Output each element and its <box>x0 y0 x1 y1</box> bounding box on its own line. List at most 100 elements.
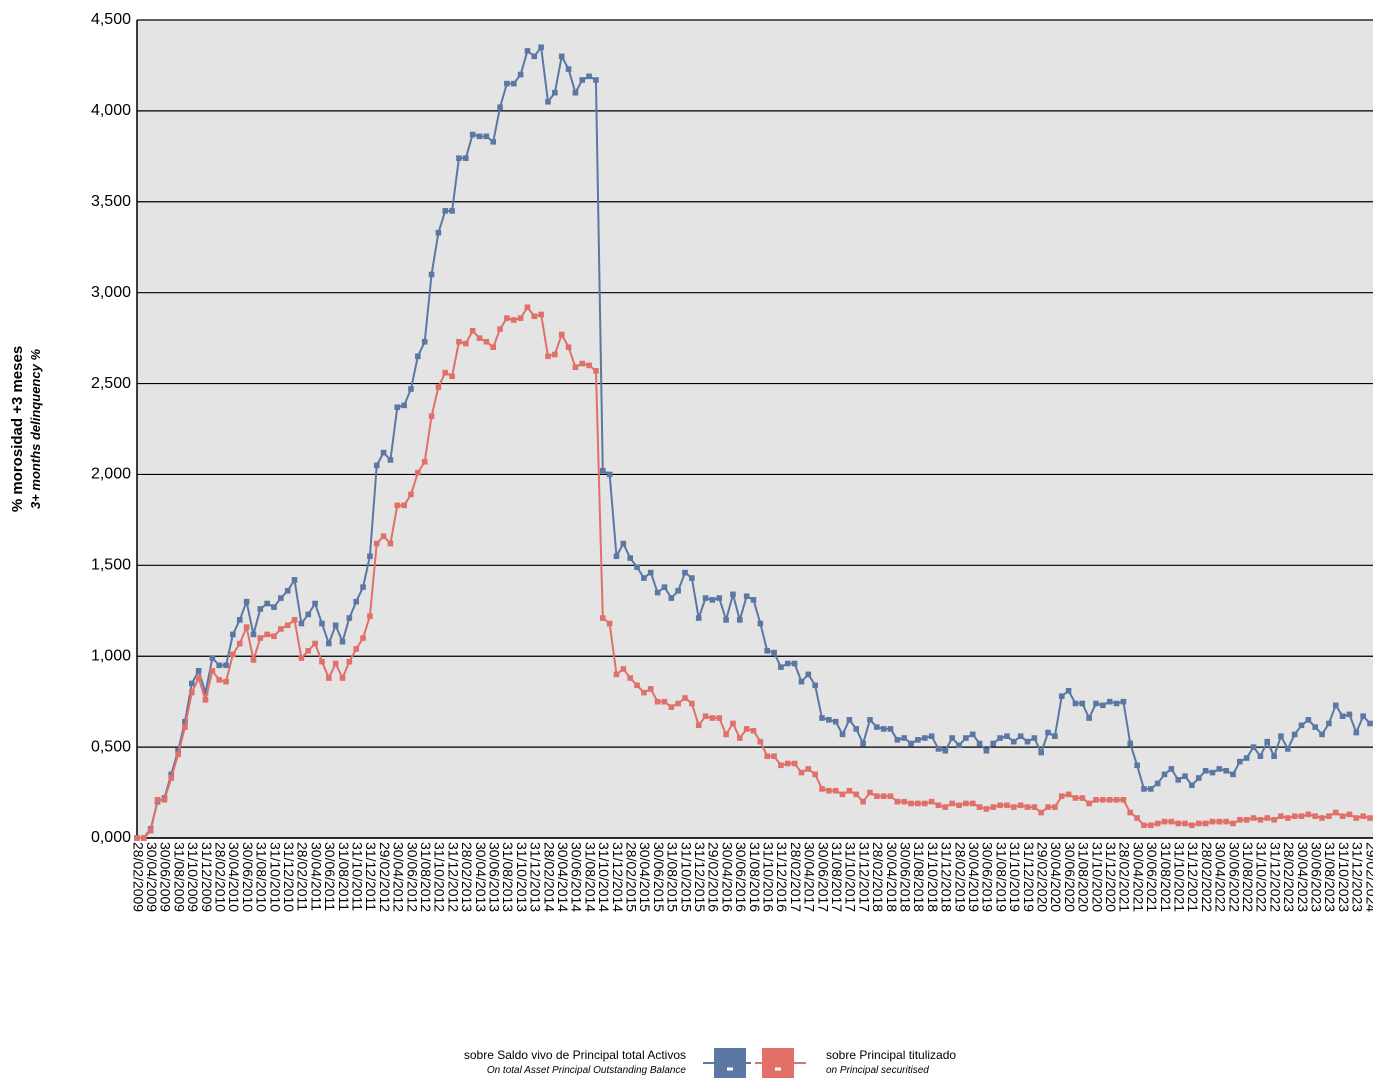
point-marker <box>990 740 997 747</box>
x-tick-label: 29/02/2012 <box>377 842 393 912</box>
point-marker <box>517 315 524 321</box>
point-marker <box>764 753 770 759</box>
point-marker <box>1216 818 1223 825</box>
x-tick-label: 30/04/2013 <box>473 842 489 912</box>
point-marker <box>1120 698 1127 705</box>
point-marker <box>367 613 373 620</box>
point-marker <box>949 735 955 741</box>
point-marker <box>202 697 209 703</box>
point-marker <box>949 800 955 807</box>
point-marker <box>805 671 812 678</box>
point-marker <box>531 313 538 320</box>
x-tick-label: 30/04/2009 <box>144 842 160 912</box>
point-marker <box>1367 815 1373 821</box>
y-tick-label: 0,500 <box>91 738 131 755</box>
point-marker <box>586 73 592 80</box>
x-tick-label: 30/06/2023 <box>1308 842 1324 912</box>
point-marker <box>558 53 565 60</box>
x-tick-label: 31/08/2014 <box>582 842 598 912</box>
point-marker <box>1058 793 1065 799</box>
point-marker <box>195 675 202 681</box>
point-marker <box>428 271 435 278</box>
point-marker <box>1237 758 1243 765</box>
point-marker <box>572 364 579 370</box>
point-marker <box>312 600 318 607</box>
point-marker <box>421 338 428 345</box>
point-marker <box>620 540 627 547</box>
point-marker <box>1161 818 1168 825</box>
point-marker <box>319 658 325 665</box>
point-marker <box>1093 700 1099 707</box>
point-marker <box>1230 771 1236 778</box>
point-marker <box>305 611 312 618</box>
point-marker <box>298 620 305 627</box>
series-layer <box>134 44 1373 841</box>
x-tick-label: 31/08/2015 <box>665 842 681 912</box>
point-marker <box>1285 746 1291 752</box>
point-marker <box>1285 815 1291 821</box>
point-marker <box>887 726 894 732</box>
point-marker <box>1250 815 1257 821</box>
point-marker <box>682 569 688 576</box>
point-marker <box>976 804 983 810</box>
point-marker <box>921 800 928 807</box>
point-marker <box>579 360 586 367</box>
x-tick-label: 30/06/2012 <box>404 842 420 912</box>
point-marker <box>1223 818 1229 825</box>
point-marker <box>449 208 455 214</box>
point-marker <box>1045 729 1051 736</box>
point-marker <box>428 413 435 420</box>
x-tick-label: 30/06/2020 <box>1062 842 1078 912</box>
point-marker <box>675 587 681 594</box>
point-marker <box>846 787 853 794</box>
point-marker <box>826 787 832 794</box>
x-tick-label: 30/04/2021 <box>1130 842 1146 912</box>
legend-swatch <box>703 1048 751 1078</box>
point-marker <box>1271 817 1277 823</box>
y-axis-subtitle: 3+ months delinquency % <box>28 349 43 509</box>
x-tick-label: 31/10/2023 <box>1336 842 1352 912</box>
point-marker <box>1031 735 1038 741</box>
point-marker <box>1004 802 1010 809</box>
point-marker <box>641 575 647 581</box>
x-tick-label: 31/12/2022 <box>1267 842 1283 912</box>
x-tick-label: 30/04/2012 <box>391 842 407 912</box>
point-marker <box>401 502 407 509</box>
point-marker <box>230 651 236 658</box>
point-marker <box>812 771 818 778</box>
point-marker <box>668 595 675 601</box>
point-marker <box>1360 813 1366 819</box>
point-marker <box>538 311 544 318</box>
point-marker <box>737 735 743 741</box>
y-tick-label: 1,000 <box>91 647 131 664</box>
point-marker <box>942 804 949 810</box>
point-marker <box>689 700 695 707</box>
x-tick-label: 31/10/2009 <box>185 842 201 912</box>
point-marker <box>1141 822 1147 829</box>
point-marker <box>1058 693 1065 700</box>
x-tick-label: 30/04/2016 <box>719 842 735 912</box>
point-marker <box>1106 698 1113 705</box>
point-marker <box>709 715 716 721</box>
x-tick-label: 31/12/2011 <box>363 842 379 911</box>
point-marker <box>497 104 503 111</box>
point-marker <box>880 726 887 732</box>
point-marker <box>702 595 709 601</box>
x-tick-label: 31/10/2015 <box>678 842 694 912</box>
point-marker <box>1106 797 1113 803</box>
point-marker <box>394 404 401 410</box>
x-tick-label: 28/02/2014 <box>541 842 557 912</box>
point-marker <box>860 798 866 805</box>
point-marker <box>141 835 147 841</box>
x-tick-label: 31/08/2018 <box>911 842 927 912</box>
x-tick-label: 28/02/2009 <box>130 842 146 912</box>
point-marker <box>312 640 318 647</box>
point-marker <box>1100 702 1106 709</box>
point-marker <box>497 326 503 332</box>
legend-label: sobre Saldo vivo de Principal total Acti… <box>464 1048 686 1062</box>
point-marker <box>435 384 442 390</box>
point-marker <box>1189 822 1195 829</box>
x-tick-label: 30/06/2014 <box>569 842 585 912</box>
point-marker <box>1319 815 1325 821</box>
point-marker <box>750 597 757 603</box>
